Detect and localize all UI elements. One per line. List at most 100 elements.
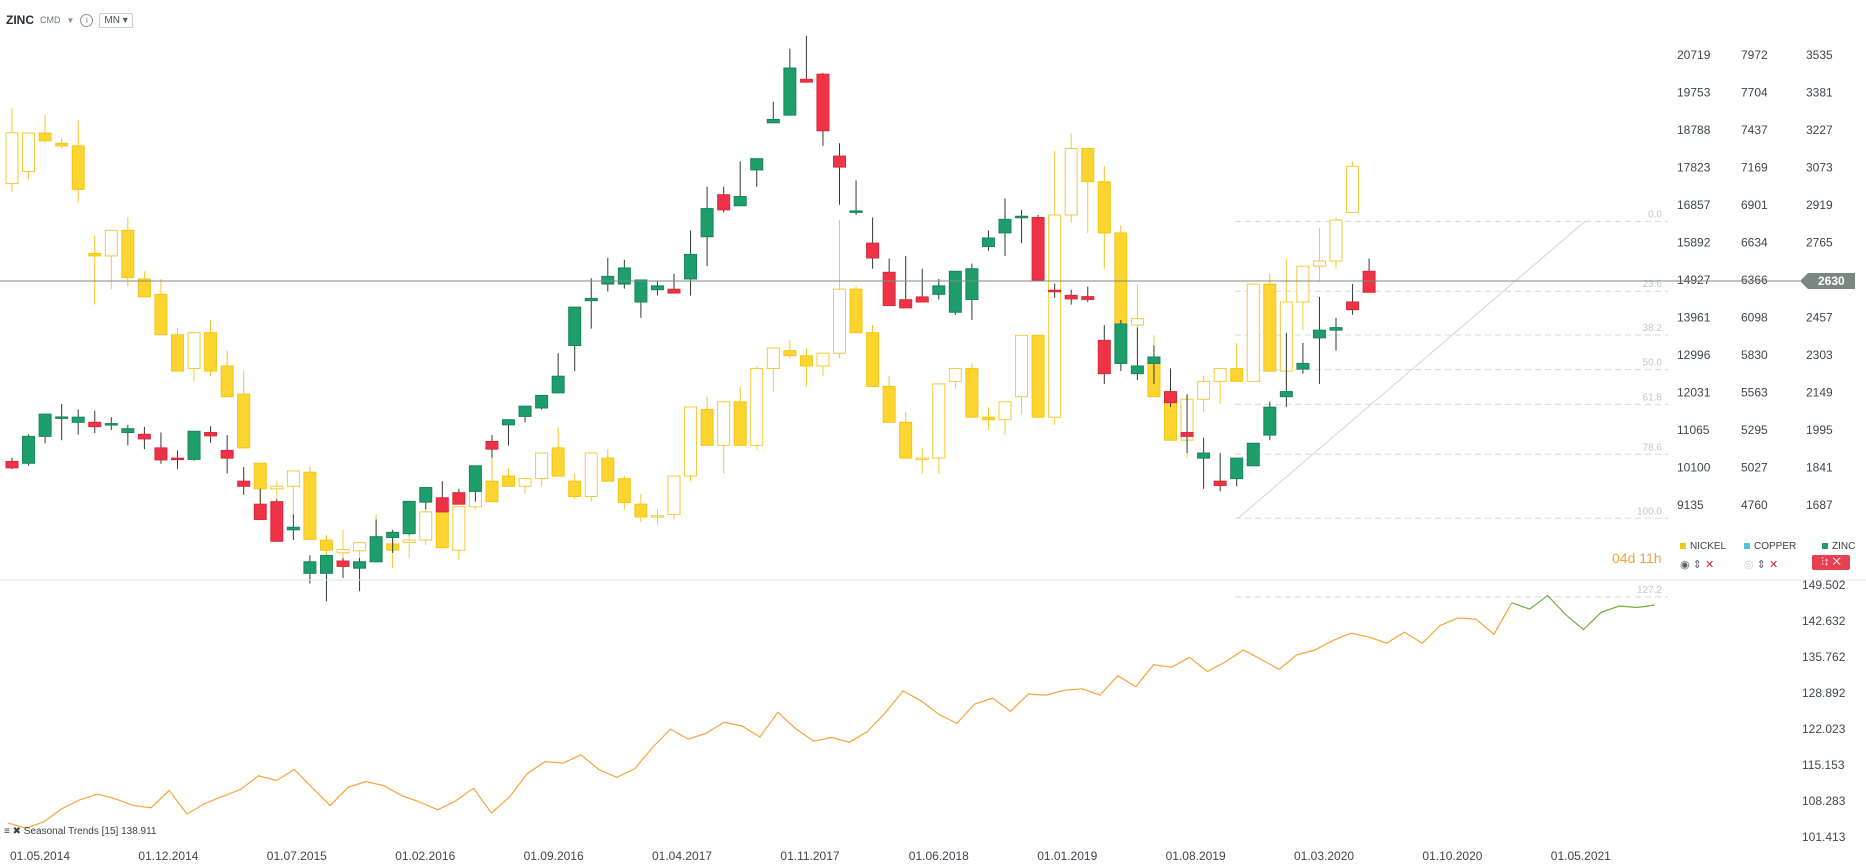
zinc-candle (88, 421, 102, 428)
sort-arrows-icon[interactable]: ⇕ (1756, 559, 1766, 571)
x-axis-label: 01.10.2020 (1422, 849, 1482, 863)
nickel-candle (502, 475, 515, 487)
price-axis-label: 7972 (1741, 48, 1768, 62)
nickel-candle (270, 485, 284, 490)
zinc-candle (1081, 296, 1095, 300)
indicator-icons[interactable]: ≡ ✖ (4, 826, 21, 837)
nickel-candle (71, 145, 85, 190)
zinc-candle (353, 561, 367, 569)
legend-copper[interactable]: COPPER (1744, 541, 1796, 552)
nickel-candle (1329, 219, 1343, 262)
zinc-candle (551, 375, 565, 394)
legend-swatch (1744, 543, 1750, 550)
zinc-candle (1312, 329, 1326, 339)
seasonal-line (7, 602, 1513, 829)
zinc-candle (485, 440, 499, 450)
close-icon[interactable]: ✕ (1768, 559, 1779, 571)
zinc-candle (650, 285, 664, 291)
nickel-candle (667, 475, 681, 515)
x-axis-label: 01.06.2018 (909, 849, 969, 863)
sort-arrows-icon[interactable]: ⇕ (1692, 559, 1702, 571)
zinc-settings-badge[interactable]: ⫶↕ ✕ (1812, 555, 1850, 570)
legend-label: NICKEL (1690, 541, 1727, 552)
nickel-candle (833, 288, 846, 354)
price-axis-label: 15892 (1677, 236, 1711, 250)
zinc-candle (733, 196, 747, 207)
info-icon[interactable]: i (80, 13, 94, 27)
price-axis-label: 2149 (1806, 386, 1833, 400)
zinc-candle (22, 435, 36, 464)
zinc-candle (833, 155, 846, 168)
nickel-candle (38, 132, 52, 142)
zinc-candle (435, 497, 449, 513)
zinc-candle (932, 285, 946, 295)
close-icon[interactable]: ✕ (1704, 559, 1715, 571)
zinc-candle (319, 554, 333, 574)
timeframe-value: MN (104, 14, 120, 26)
zinc-candle (5, 460, 19, 469)
zinc-candle (998, 218, 1012, 234)
nickel-candle (1130, 318, 1144, 326)
nickel-candle (88, 252, 102, 257)
price-axis-label: 6366 (1741, 273, 1768, 287)
price-axis-label: 13961 (1677, 311, 1711, 325)
zinc-candle (204, 432, 218, 437)
zinc-candle (1130, 365, 1144, 375)
fib-level-label: 127.2 (1637, 585, 1662, 596)
symbol-label[interactable]: ZINC (6, 13, 34, 27)
indicator-value: 138.911 (121, 826, 157, 837)
fib-level-label: 0.0 (1648, 209, 1662, 220)
chevron-down-icon[interactable]: ▼ (66, 15, 75, 25)
nickel-controls: ◉ ⇕ ✕ (1680, 558, 1714, 571)
zinc-candle (849, 210, 863, 213)
legend-zinc[interactable]: ZINC (1822, 541, 1855, 552)
price-axis-label: 10100 (1677, 461, 1711, 475)
price-axis-label: 12996 (1677, 348, 1711, 362)
nickel-candle (1064, 147, 1078, 216)
zinc-candle (253, 503, 267, 521)
zinc-candle (286, 526, 300, 531)
last-price-tag-bg (1800, 273, 1855, 289)
nickel-candle (998, 401, 1012, 421)
zinc-candle (1114, 323, 1128, 364)
nickel-candle (733, 401, 747, 446)
zinc-candle (369, 536, 383, 563)
zinc-candle (750, 158, 764, 171)
price-axis-label: 3073 (1806, 161, 1833, 175)
nickel-candle (104, 229, 118, 257)
nickel-candle (866, 332, 880, 387)
nickel-candle (5, 132, 19, 184)
nickel-candle (535, 452, 549, 480)
eye-icon[interactable]: ◉ (1680, 559, 1690, 571)
zinc-candle (71, 416, 85, 423)
zinc-candle (402, 500, 416, 535)
zinc-candle (1329, 327, 1343, 331)
price-axis-label: 2765 (1806, 236, 1833, 250)
price-axis-label: 1841 (1806, 461, 1833, 475)
eye-icon[interactable]: ◎ (1744, 559, 1754, 571)
zinc-candle (154, 447, 168, 461)
nickel-candle (1213, 368, 1227, 382)
nickel-candle (899, 421, 913, 459)
fib-level-label: 50.0 (1643, 358, 1663, 369)
zinc-candle (948, 270, 962, 313)
zinc-candle (601, 275, 615, 285)
nickel-candle (319, 539, 333, 551)
zinc-candle (518, 405, 532, 417)
nickel-candle (187, 332, 201, 370)
nickel-candle (650, 515, 664, 518)
price-axis-label: 12031 (1677, 386, 1711, 400)
zinc-candle (1180, 432, 1194, 437)
fib-level-label: 78.6 (1643, 442, 1663, 453)
nickel-candle (435, 508, 449, 549)
legend-nickel[interactable]: NICKEL (1680, 541, 1726, 552)
copper-controls: ◎ ⇕ ✕ (1744, 558, 1778, 571)
zinc-candle (866, 242, 880, 259)
nickel-candle (1296, 265, 1310, 303)
price-axis-label: 16857 (1677, 198, 1711, 212)
last-price-tag: 2630 (1800, 273, 1855, 289)
timeframe-select[interactable]: MN ▾ (99, 12, 133, 28)
price-axis-label: 2303 (1806, 348, 1833, 362)
nickel-candle (766, 347, 780, 370)
